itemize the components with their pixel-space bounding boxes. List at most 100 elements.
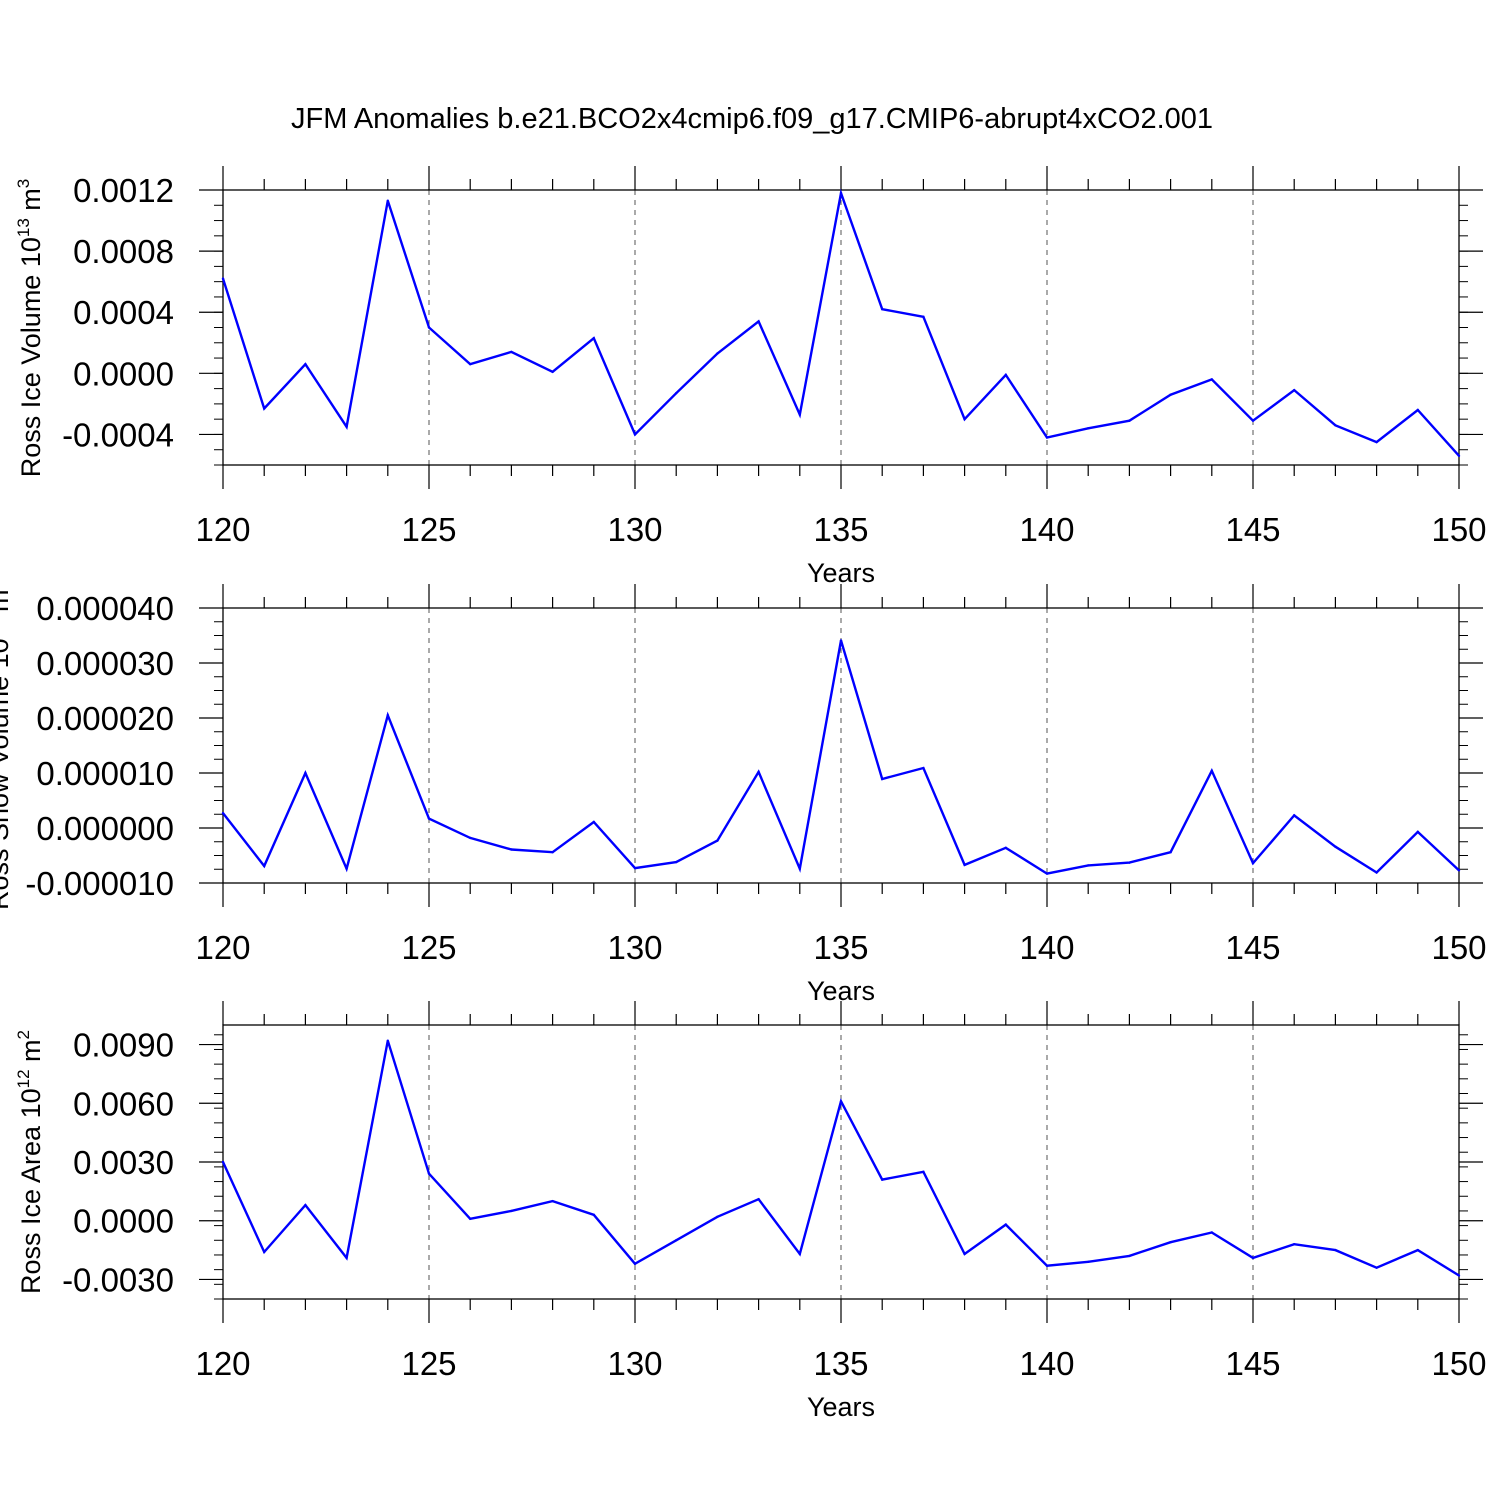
panel-3-data-point [263, 1250, 266, 1254]
panel-3-data-point [1045, 1264, 1049, 1267]
panel-3-data-point [469, 1217, 472, 1220]
panel-2-data-point [633, 866, 637, 870]
panel-3-y-axis-title: Ross Ice Area 1012 m2 [14, 1030, 46, 1294]
panel-1-data-point [386, 199, 389, 202]
panel-3-x-tick-label: 140 [1019, 1345, 1074, 1382]
panel-2-data-point [263, 864, 266, 868]
panel-2-data-point [469, 836, 472, 840]
panel-2-y-tick-label: -0.000010 [25, 865, 174, 902]
panel-1-x-tick-label: 120 [195, 511, 250, 548]
panel-2-data-point [1169, 851, 1172, 854]
panel-3-x-tick-label: 120 [195, 1345, 250, 1382]
panel-3-data-point [1293, 1243, 1296, 1246]
panel-1-data-point [592, 336, 595, 340]
panel-3-data-point [1375, 1266, 1378, 1269]
panel-1: 120 125 130 135 140 145 150 -0.0004 0.0000 0.0004… [14, 166, 1487, 588]
panel-1-x-tick-label: 145 [1225, 511, 1280, 548]
panel-2-x-tick-label: 145 [1225, 929, 1280, 966]
panel-2-y-tick-label: 0.000040 [36, 590, 174, 627]
panel-2-y-tick-label: 0.000030 [36, 645, 174, 682]
panel-1-x-axis-title: Years [807, 558, 875, 588]
panel-2-data-point [1004, 846, 1007, 849]
panel-1-data-point [304, 362, 307, 366]
panel-2-data-point [510, 848, 513, 851]
panel-3-x-tick-label: 135 [813, 1345, 868, 1382]
panel-1-y-tick-label: 0.0012 [73, 172, 174, 209]
panel-2-data-point [1251, 862, 1255, 865]
panel-1-data-point [1210, 378, 1214, 381]
panel-1-data-point [1293, 388, 1296, 392]
panel-1-data-point [510, 350, 513, 354]
panel-2-data-point [881, 777, 884, 781]
panel-1-y-tick-label: 0.0004 [73, 294, 174, 331]
panel-3-data-point [1128, 1254, 1131, 1258]
panel-1-data-point [922, 315, 925, 319]
panel-1-y-tick-label: -0.0004 [62, 416, 174, 453]
panel-1-x-tick-label: 135 [813, 511, 868, 548]
panel-2: 120 125 130 135 140 145 150 -0.000010 0.000000 0.… [0, 580, 1487, 1006]
panel-3-data-point [1251, 1256, 1255, 1260]
panel-2-y-tick-label: 0.000000 [36, 810, 174, 847]
panel-3-data-point [716, 1215, 719, 1219]
panel-1-data-point [1004, 373, 1007, 377]
panel-2-data-point [1210, 769, 1214, 772]
panel-2-x-tick-label: 125 [401, 929, 456, 966]
panel-3-data-point [798, 1252, 801, 1256]
panel-1-x-tick-label: 140 [1019, 511, 1074, 548]
panel-2-data-point [922, 766, 925, 770]
panel-3-data-point [963, 1252, 966, 1256]
panel-1-data-point [1045, 436, 1049, 439]
panel-2-data-point [1457, 869, 1461, 872]
panel-3-data-point [551, 1199, 554, 1203]
panel-2-data-point [1375, 871, 1378, 874]
panel-3-data-point [633, 1262, 637, 1265]
panel-3-data-point [881, 1178, 884, 1181]
panel-1-data-point [963, 417, 966, 421]
panel-2-x-tick-label: 140 [1019, 929, 1074, 966]
panel-3-y-tick-label: 0.0060 [73, 1085, 174, 1122]
panel-2-data-point [1334, 845, 1337, 848]
panel-1-data-point [716, 352, 719, 355]
panel-2-data-point [963, 863, 966, 867]
panel-3-y-tick-label: 0.0000 [73, 1203, 174, 1240]
panel-2-data-point [345, 867, 348, 870]
panel-3-data-point [345, 1256, 348, 1260]
panel-2-data-point [221, 811, 225, 815]
panel-3-data-point [675, 1239, 678, 1242]
panel-3-data-point [510, 1209, 513, 1213]
panel-3-data-point [304, 1203, 307, 1207]
panel-1-y-tick-label: 0.0000 [73, 355, 174, 392]
panel-3-x-tick-label: 125 [401, 1345, 456, 1382]
panel-3-data-point [427, 1172, 431, 1175]
panel-3-y-tick-label: -0.0030 [62, 1261, 174, 1298]
panel-1-data-point [1128, 419, 1131, 422]
panel-1-data-point [551, 370, 554, 374]
panel-1-data-point [798, 413, 801, 416]
panel-3-data-point [1210, 1231, 1214, 1234]
panel-1-data-point [1251, 419, 1255, 422]
panel-3-data-point [1457, 1274, 1461, 1277]
panel-1-data-point [469, 362, 472, 366]
panel-3-x-axis-title: Years [807, 1392, 875, 1422]
panel-1-data-point [757, 320, 760, 323]
panel-2-x-tick-label: 120 [195, 929, 250, 966]
panel-3-data-point [1087, 1260, 1090, 1264]
panel-3-data-point [386, 1039, 389, 1042]
panel-2-x-tick-label: 135 [813, 929, 868, 966]
panel-2-data-point [839, 639, 843, 642]
panel-2-data-point [304, 771, 307, 775]
panel-3-y-tick-label: 0.0030 [73, 1144, 174, 1181]
panel-3-data-point [839, 1100, 843, 1103]
panel-1-data-point [633, 433, 637, 436]
panel-1-data-point [1457, 454, 1461, 458]
panel-1-x-tick-label: 130 [607, 511, 662, 548]
panel-3-data-point [1416, 1248, 1420, 1252]
panel-2-x-tick-label: 150 [1431, 929, 1486, 966]
panel-2-data-point [1293, 814, 1296, 817]
panel-3-data-point [1334, 1248, 1337, 1252]
panel-1-data-point [1169, 393, 1172, 396]
panel-2-data-point [1416, 830, 1420, 834]
panel-1-data-point [221, 277, 225, 280]
panel-2-data-point [592, 820, 595, 824]
panel-1-data-point [881, 307, 884, 311]
